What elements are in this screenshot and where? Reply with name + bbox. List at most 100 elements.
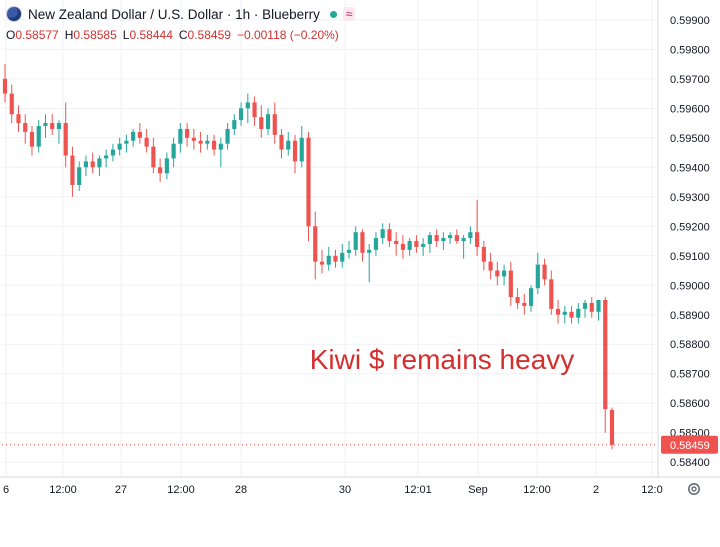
ohlc-value: 0.58585 [73,28,117,42]
candle [218,137,223,168]
candle-body [501,270,507,277]
candle-body [29,131,35,147]
candle-body [461,238,466,242]
time-tick-label: 27 [115,484,127,496]
candle-body [481,246,486,262]
candle [259,105,264,138]
candle [353,226,358,256]
symbol-title[interactable]: New Zealand Dollar / U.S. Dollar · 1h · … [28,6,320,22]
candle-body [23,123,28,132]
price-axis[interactable]: 0.59900 0.59800 0.59700 0.59600 0.59500 0.594… [657,0,718,478]
candle-body [549,279,554,309]
candle [313,211,318,280]
candle [151,137,156,174]
candle [272,102,277,144]
symbol-header: New Zealand Dollar / U.S. Dollar · 1h · … [6,6,356,46]
candle-body [448,235,453,239]
candle-body [421,243,426,247]
candle [387,223,392,247]
candle-body [245,102,250,109]
candle [326,246,331,271]
candle-body [589,302,594,312]
candle [542,258,547,286]
candle [562,305,567,324]
time-axis[interactable]: 6 12:00 27 12:00 28 30 12:01 Sep 12:00 2 12:0 [0,476,720,496]
price-tick-label: 0.59800 [670,44,710,56]
candle [137,123,142,144]
candle-body [407,241,412,250]
candle-body [9,93,14,115]
candle [164,152,169,180]
candle-body [609,410,615,445]
candle-body [124,140,129,144]
candle-body [218,143,223,150]
ohlc-legend: O 0.58577 H 0.58585 L 0.58444 C 0.58459 −0.0… [6,28,355,42]
candle [495,261,500,286]
candle [63,102,68,168]
candle [56,120,62,144]
candle [117,137,122,156]
candle-body [596,300,601,312]
candle [245,93,250,124]
candle-body [205,140,210,144]
price-tick-label: 0.58600 [670,398,710,410]
candle [589,297,594,318]
candle [549,270,554,315]
candle-body [131,131,136,141]
candle-body [414,241,419,247]
time-tick-label: 12:00 [49,484,77,496]
candle [97,155,102,177]
candle-body [265,114,271,129]
time-tick-label: 12:0 [641,484,662,496]
candle-body [191,137,196,141]
candle [421,238,426,256]
ohlc-value: 0.58444 [129,28,173,42]
candle [528,285,534,312]
candle-body [238,108,244,121]
candle-body [225,128,230,144]
candle-body [434,235,439,242]
price-tick-label: 0.59600 [670,103,710,115]
gear-icon[interactable] [688,483,700,495]
candle [185,123,190,147]
candle-body [603,300,608,410]
candle [501,264,507,286]
candle [36,120,41,153]
candle [252,96,257,127]
candle-body [360,232,365,253]
candle-body [117,143,122,150]
candle [434,229,439,247]
candle-body [400,243,406,250]
candle-body [97,158,102,168]
candle [448,232,453,244]
ohlc-label: C [178,28,188,42]
candle-body [2,78,8,94]
candle [380,223,385,244]
candle-body [110,149,116,156]
candle [461,235,466,259]
candle [596,300,601,321]
candle [319,249,325,274]
candle-body [63,123,68,156]
candle-body [56,123,62,129]
candle-body [286,140,291,150]
candle [576,302,581,324]
candle [211,134,217,156]
candle [481,241,486,271]
wave-indicator-icon[interactable]: ≈ [342,7,356,21]
ohlc-label: O [6,28,16,42]
candle [279,128,284,159]
time-tick-label: 28 [235,484,247,496]
candle [158,158,163,183]
candle [43,114,48,138]
candle [603,297,608,433]
candle-body [373,238,379,250]
candle [367,243,372,283]
candle-body [340,252,345,262]
candle-body [495,270,500,277]
candle-body [43,123,48,127]
candle [104,149,109,168]
